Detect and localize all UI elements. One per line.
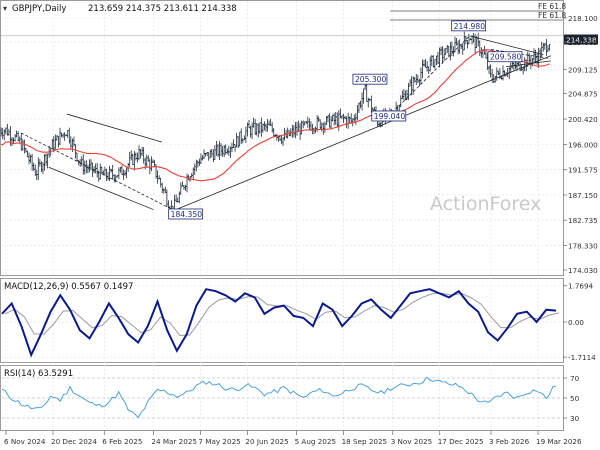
time-tick-label: 7 May 2025 xyxy=(198,437,240,446)
price-annotation-label: 214.980 xyxy=(454,22,486,31)
triangle-upper-line xyxy=(469,35,544,55)
price-panel xyxy=(0,0,564,276)
price-annotations: 184.350 205.300 199.040 214.980 209.580 214.3… xyxy=(168,20,598,220)
price-annotation-label: 199.040 xyxy=(374,112,406,121)
time-tick-label: 24 Mar 2025 xyxy=(151,437,197,446)
price-tick-label: 187.150 xyxy=(568,191,598,200)
time-tick-label: 19 Mar 2026 xyxy=(536,437,582,446)
fib-label-2: FE 61.8 xyxy=(538,11,566,20)
moving-average xyxy=(0,49,550,182)
time-tick-label: 17 Dec 2025 xyxy=(438,437,484,446)
price-tick-label: 178.330 xyxy=(568,241,598,250)
price-annotation-label: 209.580 xyxy=(490,53,522,62)
triangle-lower-line xyxy=(505,60,551,68)
rsi-tick-label: 50 xyxy=(570,394,580,403)
moving-average-line xyxy=(0,49,550,182)
price-annotation-box xyxy=(451,20,487,32)
macd-tick-label: -1.7114 xyxy=(568,353,596,362)
price-tick-label: 196.000 xyxy=(568,140,598,149)
rsi-lines xyxy=(1,376,557,419)
time-tick-label: 20 Dec 2024 xyxy=(51,437,97,446)
price-annotation-box xyxy=(371,110,407,122)
channel-upper-line xyxy=(66,113,163,143)
channel-lower-line xyxy=(48,166,154,210)
axis-labels: 218.100 213.885 209.125 204.875 200.420 196.0… xyxy=(4,14,598,446)
macd-lines xyxy=(1,288,560,358)
rsi-line xyxy=(1,376,557,419)
price-layer xyxy=(0,31,551,220)
rsi-tick-label: 70 xyxy=(570,374,580,383)
macd-tick-label: 0.00 xyxy=(568,318,584,327)
price-annotation-box xyxy=(487,51,523,63)
long-uptrend-line xyxy=(172,55,551,212)
price-tick-label: 174.030 xyxy=(568,266,598,275)
price-tick-label: 204.875 xyxy=(568,90,598,99)
macd-title: MACD(12,26,9) 0.5567 0.1497 xyxy=(4,282,133,292)
price-annotation-label: 184.350 xyxy=(171,210,203,219)
price-tick-label: 218.100 xyxy=(568,14,598,23)
header-symbol: GBPJPY,Daily xyxy=(12,4,66,14)
time-tick-label: 6 Feb 2025 xyxy=(102,437,142,446)
macd-line xyxy=(1,288,557,358)
fib-label-1: FE 61.8 xyxy=(538,2,566,11)
time-tick-label: 3 Nov 2025 xyxy=(391,437,432,446)
last-price-label: 214.338 xyxy=(566,36,597,45)
time-tick-label: 20 Jun 2025 xyxy=(245,437,288,446)
price-tick-label: 200.420 xyxy=(568,115,598,124)
price-annotation-box xyxy=(168,208,204,220)
price-tick-label: 213.885 xyxy=(568,38,598,47)
macd-signal-line xyxy=(4,292,560,337)
grid xyxy=(2,1,563,430)
watermark: ActionForex xyxy=(430,193,541,215)
time-tick-label: 3 Feb 2026 xyxy=(489,437,530,446)
rsi-tick-label: 30 xyxy=(570,414,580,423)
price-annotation-label: 205.300 xyxy=(355,75,387,84)
price-annotation-box xyxy=(352,73,388,85)
price-tick-label: 182.735 xyxy=(568,216,598,225)
trendlines xyxy=(0,10,563,212)
price-tick-label: 209.125 xyxy=(568,65,598,74)
time-tick-label: 6 Nov 2024 xyxy=(4,437,46,446)
macd-tick-label: 1.7694 xyxy=(568,282,594,291)
price-tick-label: 191.575 xyxy=(568,166,598,175)
header-symbol-icon: ▾ xyxy=(3,4,7,13)
time-tick-label: 18 Sep 2025 xyxy=(342,437,388,446)
rsi-title: RSI(14) 63.5291 xyxy=(4,369,73,379)
time-tick-label: 5 Aug 2025 xyxy=(295,437,336,446)
macd-panel xyxy=(0,278,564,363)
channel-mid-dashed xyxy=(20,132,173,210)
header-ohlc: 213.659 214.375 213.611 214.338 xyxy=(88,4,237,14)
last-price-tag xyxy=(564,34,598,45)
